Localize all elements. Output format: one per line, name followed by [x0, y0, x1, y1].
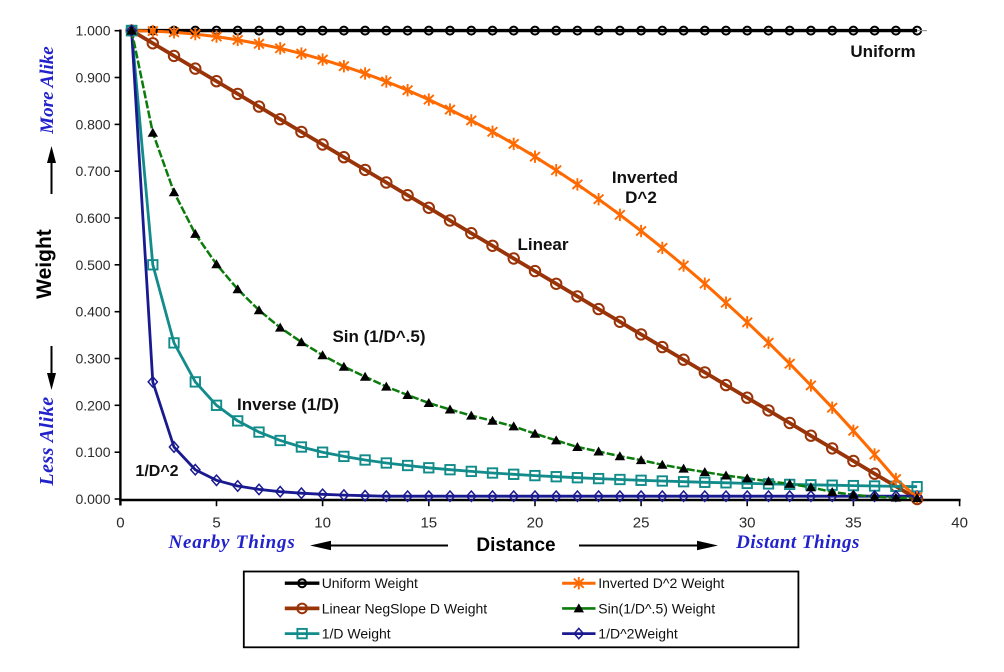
svg-text:20: 20 [527, 515, 544, 532]
svg-text:Distance: Distance [476, 535, 555, 556]
svg-text:Linear NegSlope D Weight: Linear NegSlope D Weight [322, 600, 488, 616]
svg-text:Weight: Weight [33, 229, 56, 299]
svg-text:1/D Weight: 1/D Weight [322, 626, 391, 642]
svg-text:1.000: 1.000 [75, 23, 110, 39]
svg-text:More Alike: More Alike [37, 46, 58, 135]
svg-text:1/D^2: 1/D^2 [135, 463, 178, 480]
svg-text:0.300: 0.300 [75, 351, 110, 367]
svg-text:0.800: 0.800 [75, 116, 110, 132]
svg-text:5: 5 [212, 515, 220, 532]
svg-text:40: 40 [951, 515, 968, 532]
svg-text:Uniform: Uniform [850, 42, 915, 61]
svg-text:10: 10 [314, 515, 331, 532]
svg-text:1/D^2Weight: 1/D^2Weight [598, 626, 678, 642]
svg-text:0: 0 [116, 515, 124, 532]
svg-text:Inverse (1/D): Inverse (1/D) [237, 395, 339, 414]
svg-text:35: 35 [845, 515, 862, 532]
svg-text:Inverted D^2 Weight: Inverted D^2 Weight [598, 575, 724, 591]
svg-text:0.100: 0.100 [75, 444, 110, 460]
svg-text:Distant Things: Distant Things [735, 532, 860, 553]
svg-text:Uniform Weight: Uniform Weight [322, 575, 418, 591]
svg-text:0.600: 0.600 [75, 210, 110, 226]
svg-text:Sin (1/D^.5): Sin (1/D^.5) [332, 327, 425, 346]
svg-text:25: 25 [633, 515, 650, 532]
svg-text:Less Alike: Less Alike [36, 396, 58, 486]
svg-text:0.900: 0.900 [75, 70, 110, 86]
svg-text:Sin(1/D^.5) Weight: Sin(1/D^.5) Weight [598, 600, 715, 616]
svg-text:15: 15 [420, 515, 437, 532]
svg-text:0.700: 0.700 [75, 163, 110, 179]
svg-text:0.500: 0.500 [75, 257, 110, 273]
svg-text:Nearby Things: Nearby Things [167, 532, 295, 553]
svg-text:30: 30 [739, 515, 756, 532]
svg-text:Inverted: Inverted [612, 168, 678, 187]
svg-text:0.000: 0.000 [75, 491, 110, 507]
svg-text:0.400: 0.400 [75, 304, 110, 320]
svg-text:0.200: 0.200 [75, 397, 110, 413]
svg-text:D^2: D^2 [625, 188, 657, 207]
svg-text:Linear: Linear [517, 235, 568, 254]
